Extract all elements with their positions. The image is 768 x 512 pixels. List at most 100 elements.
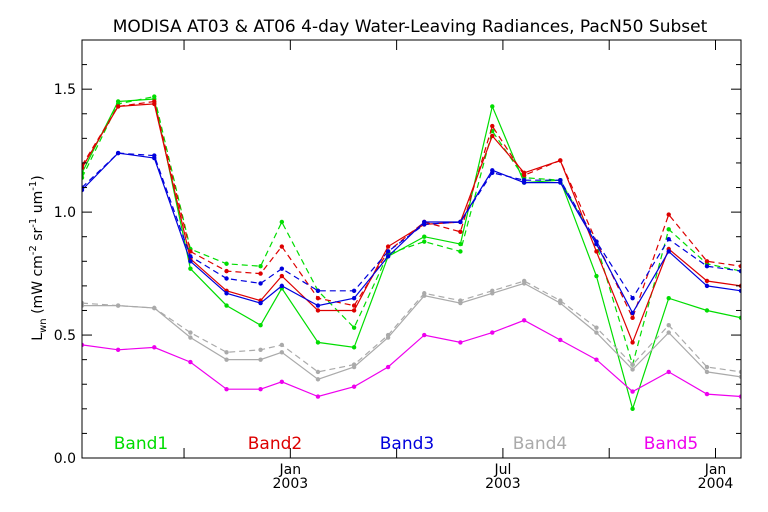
- data-point: [115, 104, 121, 109]
- data-point: [490, 104, 495, 109]
- data-point: [704, 364, 710, 370]
- data-point: [666, 295, 671, 301]
- series-line-dashed: [82, 95, 741, 367]
- data-point: [279, 266, 285, 271]
- data-point: [738, 268, 741, 274]
- data-point: [521, 318, 527, 323]
- data-point: [279, 350, 285, 355]
- x-tick-label-month: Jan: [704, 462, 727, 478]
- data-point: [351, 308, 357, 313]
- data-point: [152, 345, 157, 350]
- data-point: [224, 276, 229, 281]
- data-point: [351, 295, 357, 301]
- data-point: [704, 391, 710, 397]
- data-point: [115, 150, 121, 156]
- data-point: [385, 254, 391, 259]
- data-point: [630, 367, 635, 372]
- x-tick-label-month: Jan: [279, 462, 302, 478]
- data-point: [630, 295, 635, 301]
- data-point: [422, 239, 427, 244]
- data-point: [315, 303, 321, 308]
- data-point: [351, 288, 357, 293]
- data-point: [315, 308, 321, 313]
- data-point: [704, 308, 710, 313]
- data-point: [704, 369, 710, 375]
- data-point: [666, 249, 671, 254]
- y-axis-label: Lwn (mW cm-2 sr-1 um-1): [28, 175, 49, 340]
- data-point: [490, 123, 495, 129]
- data-point: [188, 259, 193, 264]
- data-point: [188, 266, 193, 271]
- data-point: [188, 330, 193, 335]
- chart-title: MODISA AT03 & AT06 4-day Water-Leaving R…: [113, 17, 708, 37]
- data-point: [594, 249, 599, 254]
- data-point: [666, 227, 671, 232]
- data-point: [258, 271, 263, 276]
- data-point: [279, 244, 285, 249]
- data-point: [422, 234, 427, 239]
- data-point: [704, 259, 710, 264]
- data-point: [704, 264, 710, 269]
- data-point: [738, 288, 741, 293]
- data-point: [224, 386, 229, 392]
- data-point: [490, 170, 495, 175]
- data-point: [258, 323, 263, 328]
- y-tick-label: 1.0: [54, 205, 76, 221]
- data-point: [224, 357, 229, 362]
- x-tick-label-year: 2003: [273, 476, 309, 492]
- data-point: [385, 249, 391, 254]
- data-point: [152, 94, 157, 99]
- data-point: [152, 305, 157, 311]
- data-point: [279, 219, 285, 225]
- data-point: [521, 173, 527, 178]
- data-point: [258, 386, 263, 392]
- data-point: [490, 330, 495, 335]
- series-line-dashed: [82, 280, 741, 373]
- data-point: [594, 357, 599, 362]
- data-point: [258, 347, 263, 353]
- data-point: [279, 379, 285, 384]
- legend-entry: Band1: [114, 434, 168, 454]
- data-point: [704, 283, 710, 289]
- series-line: [82, 98, 741, 411]
- data-point: [188, 254, 193, 259]
- data-point: [258, 357, 263, 362]
- data-point: [630, 389, 635, 394]
- data-point: [351, 384, 357, 389]
- data-point: [630, 315, 635, 321]
- data-point: [666, 369, 671, 375]
- series-line-dashed: [82, 100, 741, 320]
- data-point: [385, 364, 391, 370]
- data-point: [315, 340, 321, 345]
- y-tick-label: 0.0: [54, 451, 76, 467]
- data-point: [422, 291, 427, 296]
- y-tick-label: 1.5: [54, 82, 76, 98]
- data-point: [594, 239, 599, 244]
- data-point: [594, 330, 599, 335]
- series-line-dashed: [82, 152, 741, 300]
- data-point: [188, 249, 193, 254]
- data-point: [279, 283, 285, 289]
- data-point: [666, 323, 671, 328]
- data-point: [738, 369, 741, 375]
- series-line: [82, 282, 741, 380]
- legend-entry: Band5: [644, 434, 698, 454]
- data-point: [666, 212, 671, 217]
- data-point: [315, 377, 321, 382]
- data-point: [224, 268, 229, 274]
- data-point: [458, 229, 463, 234]
- data-point: [351, 362, 357, 367]
- data-point: [594, 273, 599, 279]
- plot-frame: [81, 39, 742, 459]
- legend-entry: Band4: [513, 434, 567, 454]
- data-point: [458, 219, 463, 225]
- data-point: [315, 288, 321, 293]
- data-point: [666, 330, 671, 335]
- data-point: [738, 264, 741, 269]
- data-point: [630, 340, 635, 345]
- data-point: [279, 342, 285, 348]
- data-point: [152, 99, 157, 104]
- data-point: [82, 175, 85, 180]
